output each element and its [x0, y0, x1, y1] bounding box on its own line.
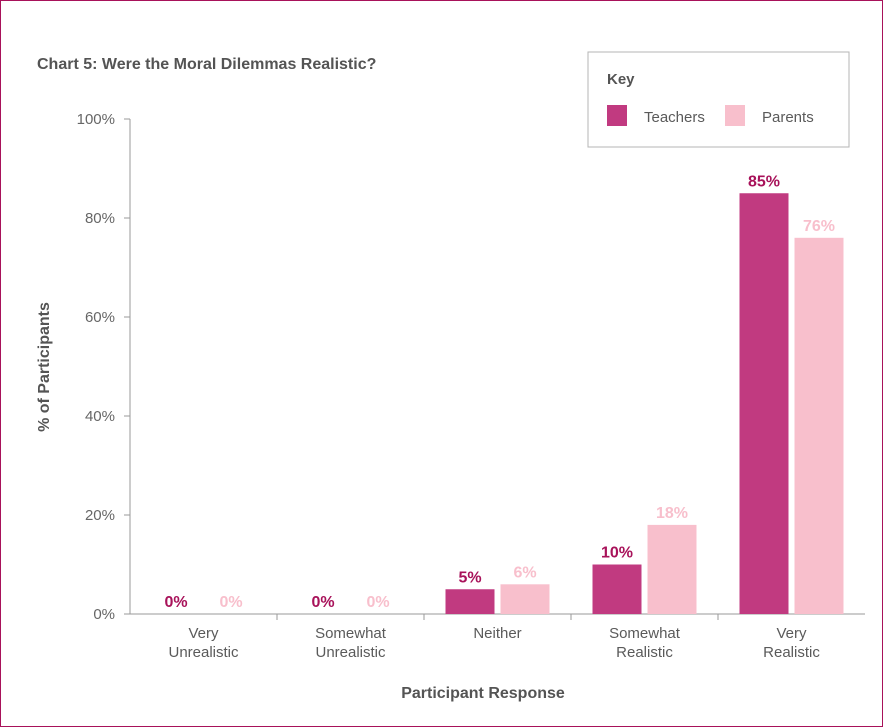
- data-label: 0%: [366, 594, 389, 611]
- x-category-label: Realistic: [616, 644, 673, 661]
- bar-teachers: [445, 589, 495, 614]
- legend-label-teachers: Teachers: [644, 109, 705, 126]
- bar-parents: [500, 584, 550, 614]
- x-category-label: Somewhat: [315, 625, 387, 642]
- data-label: 85%: [748, 173, 780, 190]
- bar-teachers: [592, 564, 642, 614]
- legend-swatch-parents: [725, 105, 745, 126]
- x-axis-title: Participant Response: [401, 685, 565, 702]
- y-tick-label: 20%: [85, 507, 115, 524]
- y-axis-title: % of Participants: [36, 302, 53, 432]
- legend-label-parents: Parents: [762, 109, 814, 126]
- bar-parents: [647, 524, 697, 614]
- y-tick-label: 40%: [85, 408, 115, 425]
- y-tick-label: 60%: [85, 309, 115, 326]
- data-label: 0%: [164, 594, 187, 611]
- data-label: 0%: [311, 594, 334, 611]
- x-category-label: Neither: [473, 625, 521, 642]
- y-tick-label: 100%: [77, 111, 115, 128]
- legend-box: [587, 51, 850, 148]
- x-category-label: Realistic: [763, 644, 820, 661]
- x-category-label: Somewhat: [609, 625, 681, 642]
- data-label: 0%: [219, 594, 242, 611]
- data-label: 6%: [513, 564, 536, 581]
- x-category-label: Unrealistic: [168, 644, 239, 661]
- data-label: 18%: [656, 505, 688, 522]
- x-category-label: Very: [188, 625, 219, 642]
- data-label: 5%: [458, 569, 481, 586]
- data-label: 10%: [601, 545, 633, 562]
- legend: Key Teachers Parents: [587, 51, 850, 148]
- chart-title: Chart 5: Were the Moral Dilemmas Realist…: [37, 56, 376, 73]
- legend-title: Key: [607, 71, 635, 88]
- x-category-label: Very: [776, 625, 807, 642]
- legend-swatch-teachers: [607, 105, 627, 126]
- bar-teachers: [739, 193, 789, 614]
- x-axis: Very Unrealistic Somewhat Unrealistic Neithe…: [130, 613, 865, 661]
- y-axis: 0% 20% 40% 60% 80% 100%: [77, 111, 131, 623]
- data-label: 76%: [803, 218, 835, 235]
- x-category-label: Unrealistic: [315, 644, 386, 661]
- y-tick-label: 0%: [93, 606, 115, 623]
- y-tick-label: 80%: [85, 210, 115, 227]
- bar-parents: [794, 237, 844, 615]
- bars: 0% 0% 5% 10% 85% 0% 0% 6% 18% 76%: [164, 173, 844, 615]
